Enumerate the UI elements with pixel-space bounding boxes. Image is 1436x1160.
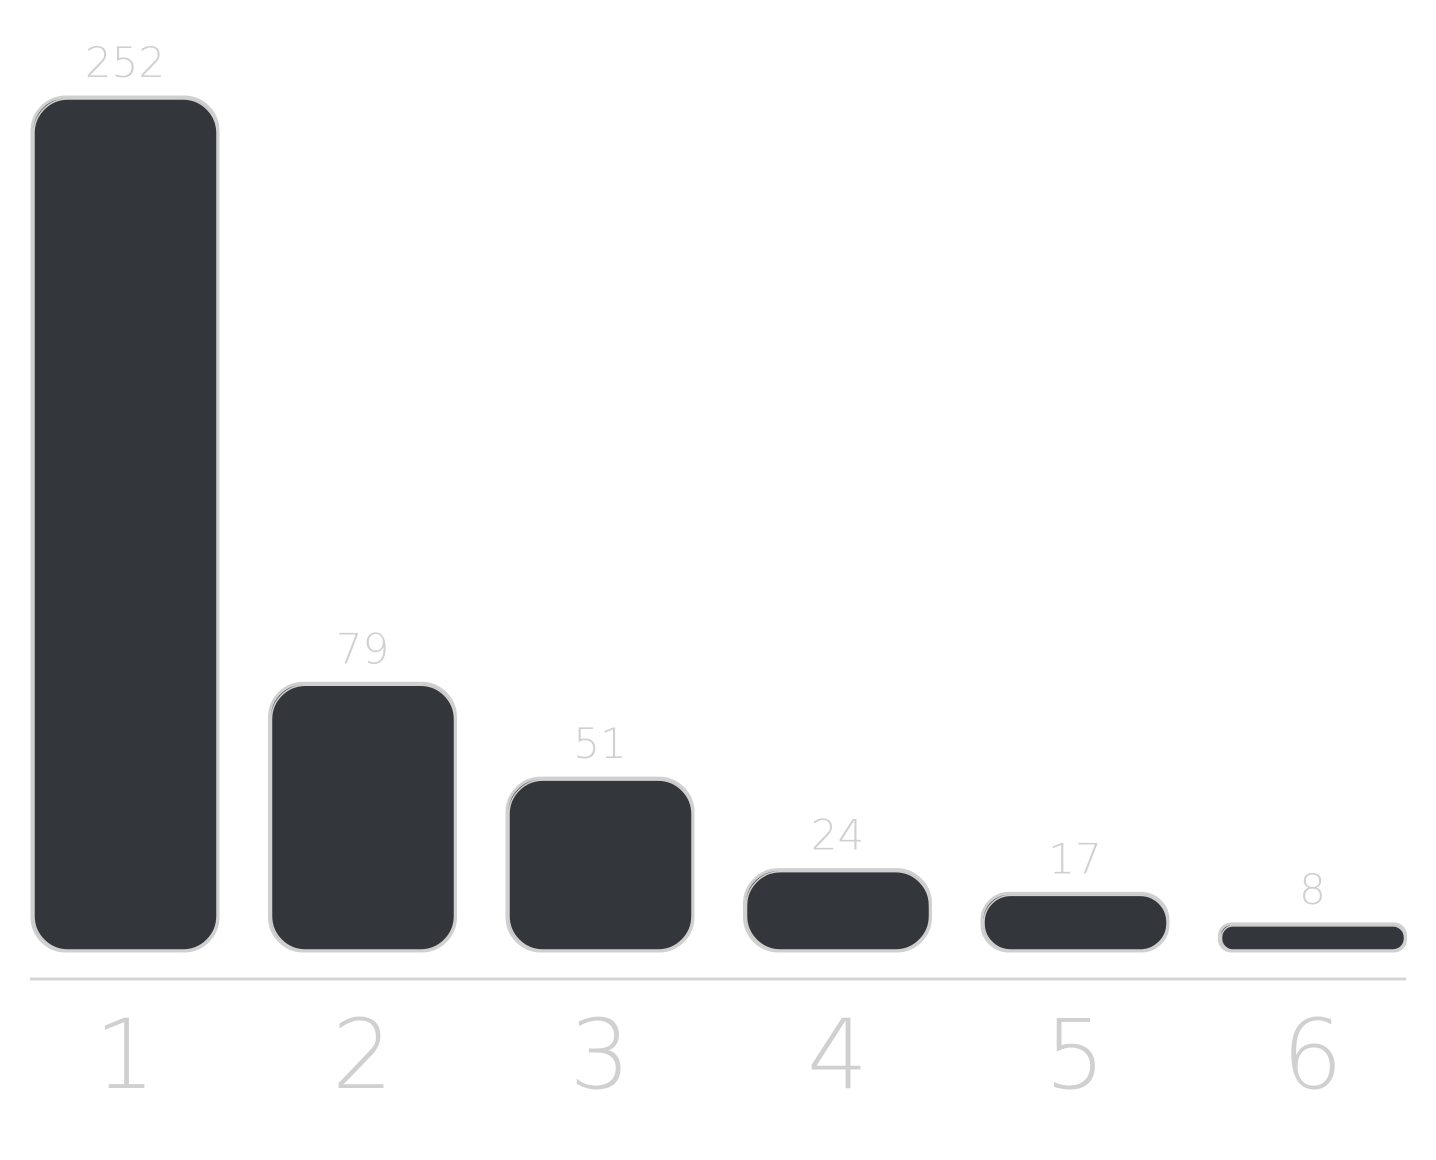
x-tick-label-3: 3 — [569, 999, 630, 1111]
data-label-2: 79 — [336, 624, 389, 673]
bar-outline-6 — [1220, 925, 1406, 951]
bar-outline-1 — [33, 98, 218, 951]
data-label-3: 51 — [573, 719, 626, 768]
bar-outline-2 — [270, 684, 456, 951]
data-label-6: 8 — [1299, 865, 1326, 914]
x-tick-label-6: 6 — [1282, 999, 1343, 1111]
bar-3 — [505, 776, 695, 953]
bar-6 — [1218, 922, 1407, 953]
x-tick-label-4: 4 — [807, 999, 868, 1111]
x-tick-label-2: 2 — [332, 999, 393, 1111]
bars-group — [30, 95, 1407, 953]
bar-outline-3 — [508, 779, 693, 951]
data-label-5: 17 — [1048, 834, 1101, 883]
bar-5 — [980, 891, 1170, 953]
bar-outline-5 — [983, 894, 1168, 951]
data-label-4: 24 — [811, 811, 864, 860]
x-tick-label-1: 1 — [94, 999, 155, 1111]
x-tick-label-5: 5 — [1044, 999, 1105, 1111]
bar-2 — [268, 681, 457, 953]
x-tick-labels-group: 1 2 3 4 5 6 — [94, 999, 1343, 1111]
bar-1 — [30, 95, 220, 953]
bar-labels-group: 252 79 51 24 17 8 — [85, 38, 1326, 914]
bar-4 — [743, 868, 932, 953]
bar-outline-4 — [745, 870, 931, 951]
data-label-1: 252 — [85, 38, 165, 87]
